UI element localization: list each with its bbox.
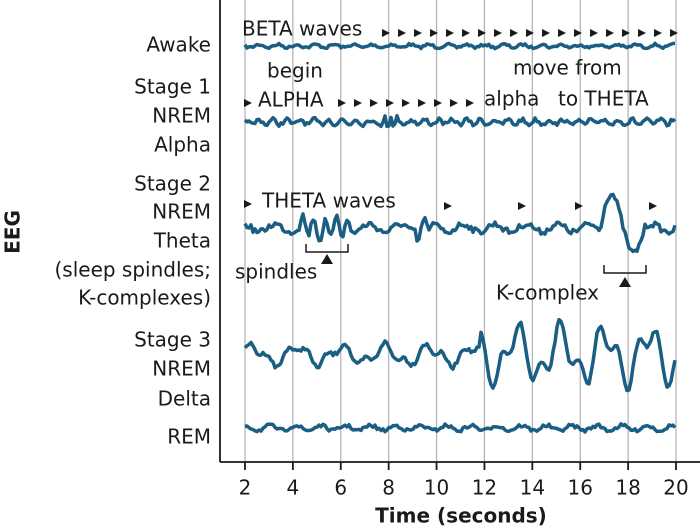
arrow [606,29,614,37]
arrow [444,202,452,210]
arrow [526,29,534,37]
annotation: THETA waves [261,189,396,213]
arrow [649,202,657,210]
x-tick-label: 8 [382,476,395,500]
stage-label: NREM [152,104,211,128]
x-tick-label: 6 [334,476,347,500]
arrow [434,99,442,107]
x-tick-label: 10 [424,476,449,500]
arrow [542,29,550,37]
eeg-wave [244,422,677,434]
stage-label: NREM [152,200,211,224]
stage-label: Stage 2 [134,172,211,196]
annotation: alpha [484,87,539,111]
x-tick-label: 4 [287,476,300,500]
arrow [638,29,646,37]
stage-label: REM [167,425,211,449]
stage-label: Stage 3 [134,328,211,352]
x-tick-label: 12 [472,476,497,500]
kcomplex-bracket [603,265,647,274]
y-axis-title: EEG [1,210,25,254]
arrow [558,29,566,37]
eeg-wave [243,317,677,393]
arrow [590,29,598,37]
annotation: BETA waves [242,17,362,41]
arrow [466,99,474,107]
x-axis-title: Time (seconds) [375,504,547,528]
arrow [398,29,406,37]
arrow [414,29,422,37]
kcomplex-marker [619,277,631,287]
annotation: move from [513,56,622,80]
eeg-wave [243,192,677,254]
arrow [462,29,470,37]
stage-label: Delta [158,387,211,411]
x-tick-label: 18 [615,476,640,500]
arrow [494,29,502,37]
arrow [478,29,486,37]
arrow [418,99,426,107]
arrow [622,29,630,37]
eeg-wave [243,113,677,129]
x-tick-label: 20 [663,476,688,500]
stage-label: K-complexes) [78,286,211,310]
arrow [450,99,458,107]
x-tick-label: 2 [239,476,252,500]
arrow [354,99,362,107]
annotation: K-complex [496,281,599,305]
arrow [446,29,454,37]
arrow [574,29,582,37]
arrow [575,202,583,210]
annotation: spindles [235,260,317,284]
x-tick-label: 16 [567,476,592,500]
annotation: to THETA [558,87,649,111]
spindle-marker [321,254,333,264]
arrow [370,99,378,107]
stage-label: Theta [153,229,211,253]
stage-label: NREM [152,357,211,381]
arrow [430,29,438,37]
arrow [244,200,252,208]
stage-label: Stage 1 [134,75,211,99]
stage-label: (sleep spindles; [54,258,211,282]
arrow [382,29,390,37]
annotation: ALPHA [258,88,324,112]
annotation: begin [267,59,323,83]
x-tick-label: 14 [520,476,545,500]
stage-label: Alpha [154,133,211,157]
arrow [386,99,394,107]
arrow [338,99,346,107]
arrow [654,29,662,37]
arrow [510,29,518,37]
arrow [518,202,526,210]
stage-label: Awake [146,33,211,57]
arrow [244,99,252,107]
arrow [402,99,410,107]
spindle-bracket [305,244,349,253]
arrow [670,29,678,37]
eeg-wave [243,41,676,51]
